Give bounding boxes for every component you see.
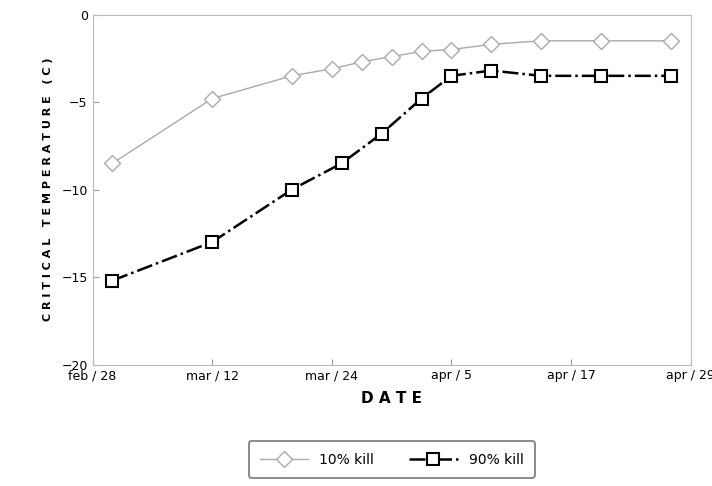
Legend: 10% kill, 90% kill: 10% kill, 90% kill bbox=[248, 441, 535, 478]
X-axis label: D A T E: D A T E bbox=[361, 391, 422, 406]
Y-axis label: C R I T I C A L   T E M P E R A T U R E   ( C ): C R I T I C A L T E M P E R A T U R E ( … bbox=[43, 58, 53, 321]
